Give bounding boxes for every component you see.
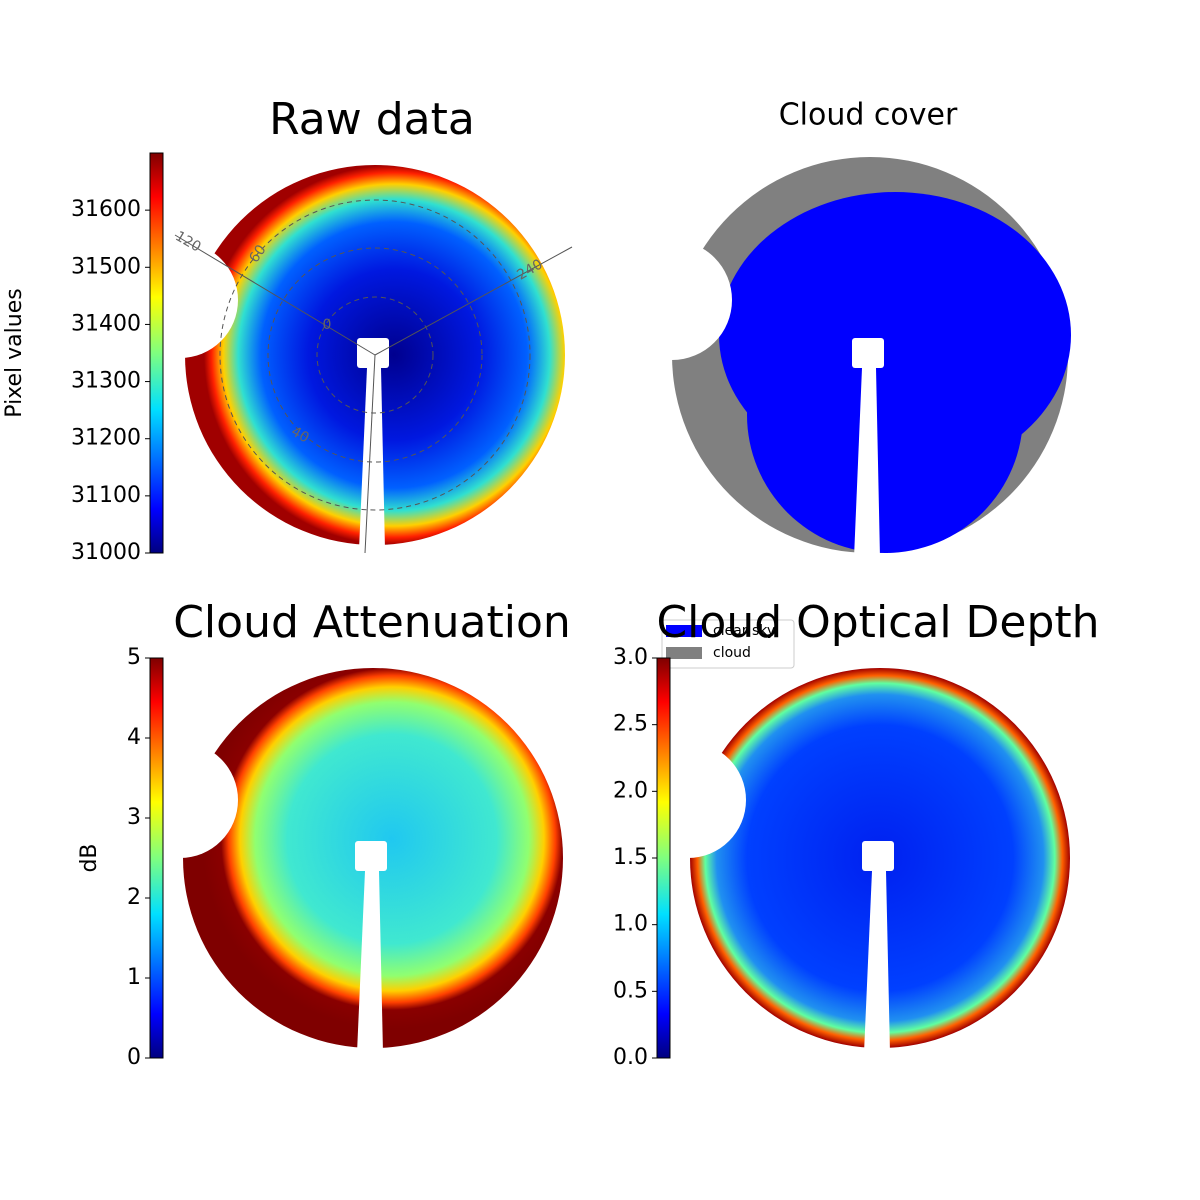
- polar-spoke: [364, 354, 376, 554]
- colorbar-tick-label: 2.0: [613, 778, 648, 803]
- polar-circle: [219, 199, 531, 511]
- panel-title: Raw data: [269, 94, 475, 145]
- colorbar-label: dB: [77, 843, 102, 872]
- legend-label: clear sky: [713, 623, 775, 639]
- colorbar-tick-label: 31500: [71, 254, 141, 279]
- polar-spoke: [374, 246, 573, 356]
- colorbar-tick-label: 1.0: [613, 912, 648, 937]
- mask-mast: [359, 368, 385, 550]
- colorbar-tick-label: 2.5: [613, 712, 648, 737]
- mask-mast: [357, 871, 383, 1053]
- panel-title: Cloud cover: [779, 98, 958, 133]
- colorbar: [656, 657, 671, 1059]
- polar-circle: [316, 296, 434, 414]
- colorbar: [149, 152, 164, 554]
- legend-swatch: [666, 625, 702, 637]
- mask-mast-head: [852, 338, 884, 368]
- panel-title: Cloud Attenuation: [173, 597, 571, 648]
- polar-label: 40: [288, 424, 311, 447]
- colorbar-tick-label: 31100: [71, 483, 141, 508]
- mask-mast: [864, 871, 890, 1053]
- polar-spoke: [174, 234, 376, 356]
- panel: Cloud cover clear sky cloud: [612, 98, 1071, 669]
- clear-sky-region: [747, 277, 1023, 553]
- legend: clear sky cloud: [661, 619, 795, 669]
- colorbar-tick-label: 4: [127, 725, 141, 750]
- mask-mast: [854, 368, 880, 558]
- colorbar-tick-label: 2: [127, 885, 141, 910]
- polar-label: 0: [323, 317, 332, 333]
- colorbar-tick-label: 1: [127, 965, 141, 990]
- colorbar-tick-label: 0.0: [613, 1045, 648, 1070]
- colorbar: [149, 657, 164, 1059]
- panel-title: Cloud Optical Depth: [656, 597, 1099, 648]
- mask-mast-head: [355, 841, 387, 871]
- colorbar-tick-label: 0: [127, 1045, 141, 1070]
- mask-notch: [612, 240, 732, 360]
- colorbar-tick-label: 3.0: [613, 645, 648, 670]
- colorbar-tick-label: 31600: [71, 197, 141, 222]
- colorbar-tick-label: 31300: [71, 369, 141, 394]
- colorbar-tick-label: 31400: [71, 311, 141, 336]
- panel: Cloud Attenuation 0 1 2 3 4 5 dB: [77, 597, 571, 1070]
- panel: Cloud Optical Depth 0.0 0.5 1.0 1.5 2.0 2.5 3.0: [613, 597, 1100, 1070]
- legend-swatch: [666, 647, 702, 659]
- colorbar-label: Pixel values: [2, 288, 27, 417]
- polar-circle: [267, 247, 483, 463]
- colorbar-tick-label: 1.5: [613, 845, 648, 870]
- legend-label: cloud: [713, 645, 751, 661]
- panel: Raw data 31000 31100 31200 31300 31400 31500 31…: [2, 94, 573, 565]
- mask-mast-head: [862, 841, 894, 871]
- mask-mast-head: [357, 338, 389, 368]
- colorbar-tick-label: 31000: [71, 540, 141, 565]
- polar-overlay: [174, 199, 573, 554]
- colorbar-tick-label: 0.5: [613, 978, 648, 1003]
- colorbar-tick-label: 3: [127, 805, 141, 830]
- colorbar-tick-label: 5: [127, 645, 141, 670]
- mask-notch: [122, 742, 238, 858]
- colorbar-tick-label: 31200: [71, 426, 141, 451]
